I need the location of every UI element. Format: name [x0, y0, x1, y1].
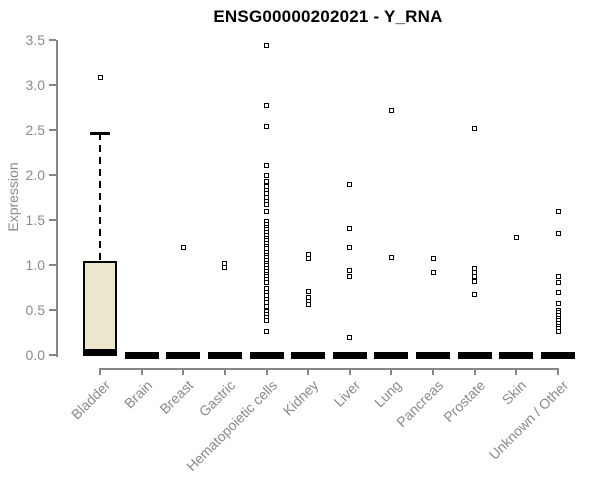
outlier-point	[264, 318, 270, 324]
x-tick-mark	[140, 368, 143, 375]
x-tick-mark	[473, 368, 476, 375]
median-bar	[166, 351, 201, 359]
median-bar	[249, 351, 284, 359]
outlier-point	[555, 231, 561, 236]
outlier-point	[555, 208, 561, 214]
outlier-point	[347, 274, 353, 280]
y-tick-label: 2.5	[25, 122, 45, 138]
y-tick-mark	[49, 84, 56, 86]
y-tick-label: 1.0	[25, 257, 45, 273]
median-bar	[416, 351, 451, 359]
outlier-point	[472, 292, 478, 298]
median-bar	[83, 348, 117, 356]
median-bar	[499, 351, 534, 359]
y-tick-mark	[49, 174, 56, 176]
whisker-cap	[90, 131, 110, 135]
median-bar	[332, 351, 367, 359]
outlier-point	[305, 256, 311, 262]
outlier-point	[347, 225, 353, 231]
outlier-point	[264, 303, 270, 309]
x-tick-mark	[265, 368, 268, 375]
x-tick-mark	[182, 368, 185, 375]
x-tick-mark	[432, 368, 435, 375]
outlier-point	[264, 103, 270, 109]
outlier-point	[472, 278, 478, 284]
outlier-point	[430, 256, 436, 262]
outlier-point	[264, 178, 270, 184]
y-tick-label: 3.0	[25, 77, 45, 93]
outlier-point	[264, 162, 270, 168]
x-tick-mark	[515, 368, 518, 375]
chart-title: ENSG00000202021 - Y_RNA	[213, 7, 443, 26]
box	[83, 260, 117, 355]
y-tick-label: 3.5	[25, 32, 45, 48]
outlier-point	[264, 279, 270, 285]
median-bar	[374, 351, 409, 359]
median-bar	[291, 351, 326, 359]
y-tick-mark	[49, 219, 56, 221]
outlier-point	[305, 302, 311, 308]
median-bar	[207, 351, 242, 359]
x-tick-mark	[348, 368, 351, 375]
outlier-point	[180, 244, 186, 250]
outlier-point	[388, 255, 394, 261]
y-axis-line	[56, 40, 58, 357]
outlier-point	[264, 172, 270, 178]
x-tick-mark	[223, 368, 226, 375]
y-tick-label: 1.5	[25, 212, 45, 228]
outlier-point	[264, 202, 270, 208]
whisker-line	[99, 132, 101, 261]
outlier-point	[222, 265, 228, 271]
y-tick-mark	[49, 354, 56, 356]
outlier-point	[97, 75, 103, 81]
x-axis-line	[99, 368, 559, 370]
outlier-point	[513, 234, 519, 240]
x-tick-mark	[390, 368, 393, 375]
outlier-point	[430, 269, 436, 275]
outlier-point	[555, 301, 561, 307]
outlier-point	[555, 274, 561, 280]
outlier-point	[555, 290, 561, 296]
median-bar	[541, 351, 575, 359]
x-tick-mark	[557, 368, 559, 375]
outlier-point	[264, 329, 270, 335]
outlier-point	[555, 329, 561, 335]
outlier-point	[347, 267, 353, 273]
y-tick-mark	[49, 129, 56, 131]
y-tick-label: 0.5	[25, 302, 45, 318]
y-tick-label: 0.0	[25, 347, 45, 363]
y-tick-mark	[49, 39, 56, 41]
outlier-point	[388, 107, 394, 113]
outlier-point	[555, 279, 561, 285]
median-bar	[457, 351, 492, 359]
outlier-point	[264, 123, 270, 129]
y-tick-label: 2.0	[25, 167, 45, 183]
y-tick-mark	[49, 264, 56, 266]
x-tick-mark	[99, 368, 101, 375]
outlier-point	[472, 125, 478, 131]
x-tick-mark	[307, 368, 310, 375]
outlier-point	[347, 335, 353, 341]
outlier-point	[264, 209, 270, 215]
outlier-point	[264, 42, 270, 48]
outlier-point	[347, 244, 353, 250]
y-tick-mark	[49, 309, 56, 311]
outlier-point	[347, 182, 353, 188]
median-bar	[124, 351, 159, 359]
outlier-point	[305, 288, 311, 294]
